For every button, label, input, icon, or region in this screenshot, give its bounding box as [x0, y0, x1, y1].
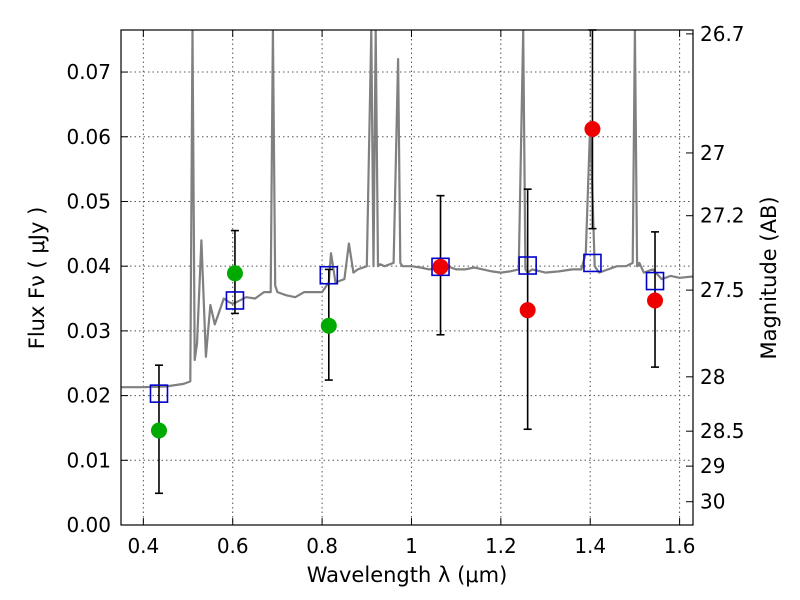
y2-axis-title: Magnitude (AB) — [757, 196, 781, 359]
y-tick-label: 0.01 — [66, 448, 111, 472]
y-tick-label: 0.07 — [66, 60, 111, 84]
x-tick-label: 1 — [405, 534, 418, 558]
y2-tick-label: 27 — [700, 141, 725, 165]
y2-tick-label: 28.5 — [700, 419, 745, 443]
observed-point-green — [150, 422, 167, 439]
model-point — [431, 257, 450, 277]
observed-point-green — [320, 317, 337, 334]
x-tick-label: 0.8 — [306, 534, 338, 558]
y2-tick-label: 29 — [700, 454, 725, 478]
grid-lines — [121, 30, 693, 526]
y-tick-label: 0.02 — [66, 384, 111, 408]
spectrum-line — [121, 30, 693, 389]
observed-point-red — [584, 121, 601, 137]
model-point — [645, 271, 665, 291]
spectrum-series — [121, 30, 693, 389]
tick-labels: 0.4 0.6 0.8 1 1.2 1.4 1.6 0.00 0.01 0.02 0.03 0.04 0… — [66, 22, 744, 558]
y2-tick-label: 30 — [700, 490, 725, 514]
axis-ticks — [121, 30, 693, 526]
model-point — [583, 253, 602, 273]
plot-frame — [120, 29, 694, 526]
model-point — [518, 256, 537, 275]
observed-points-series — [150, 121, 664, 439]
observed-point-green — [226, 265, 243, 282]
y-tick-label: 0.03 — [66, 319, 111, 343]
y-tick-label: 0.05 — [66, 189, 111, 213]
observed-point-red — [432, 258, 449, 275]
observed-point-red — [647, 292, 664, 309]
model-point — [319, 265, 339, 285]
y2-tick-label: 27.2 — [700, 204, 745, 228]
x-tick-label: 0.4 — [127, 534, 159, 558]
y2-tick-label: 28 — [700, 365, 725, 389]
y2-tick-label: 27.5 — [700, 278, 745, 302]
observed-point-red — [519, 302, 536, 319]
model-points-series — [149, 253, 665, 403]
y-axis-title: Flux Fν ( μJy ) — [25, 207, 49, 350]
x-tick-label: 0.6 — [217, 534, 249, 558]
model-point — [149, 384, 169, 403]
y-tick-label: 0.04 — [66, 254, 111, 278]
y-tick-label: 0.00 — [66, 513, 111, 537]
y2-tick-label: 26.7 — [700, 22, 745, 46]
model-point — [225, 291, 245, 310]
x-tick-label: 1.6 — [664, 534, 696, 558]
x-tick-label: 1.4 — [574, 534, 606, 558]
x-tick-label: 1.2 — [485, 534, 517, 558]
x-axis-title: Wavelength λ (μm) — [307, 563, 508, 587]
y-tick-label: 0.06 — [66, 125, 111, 149]
